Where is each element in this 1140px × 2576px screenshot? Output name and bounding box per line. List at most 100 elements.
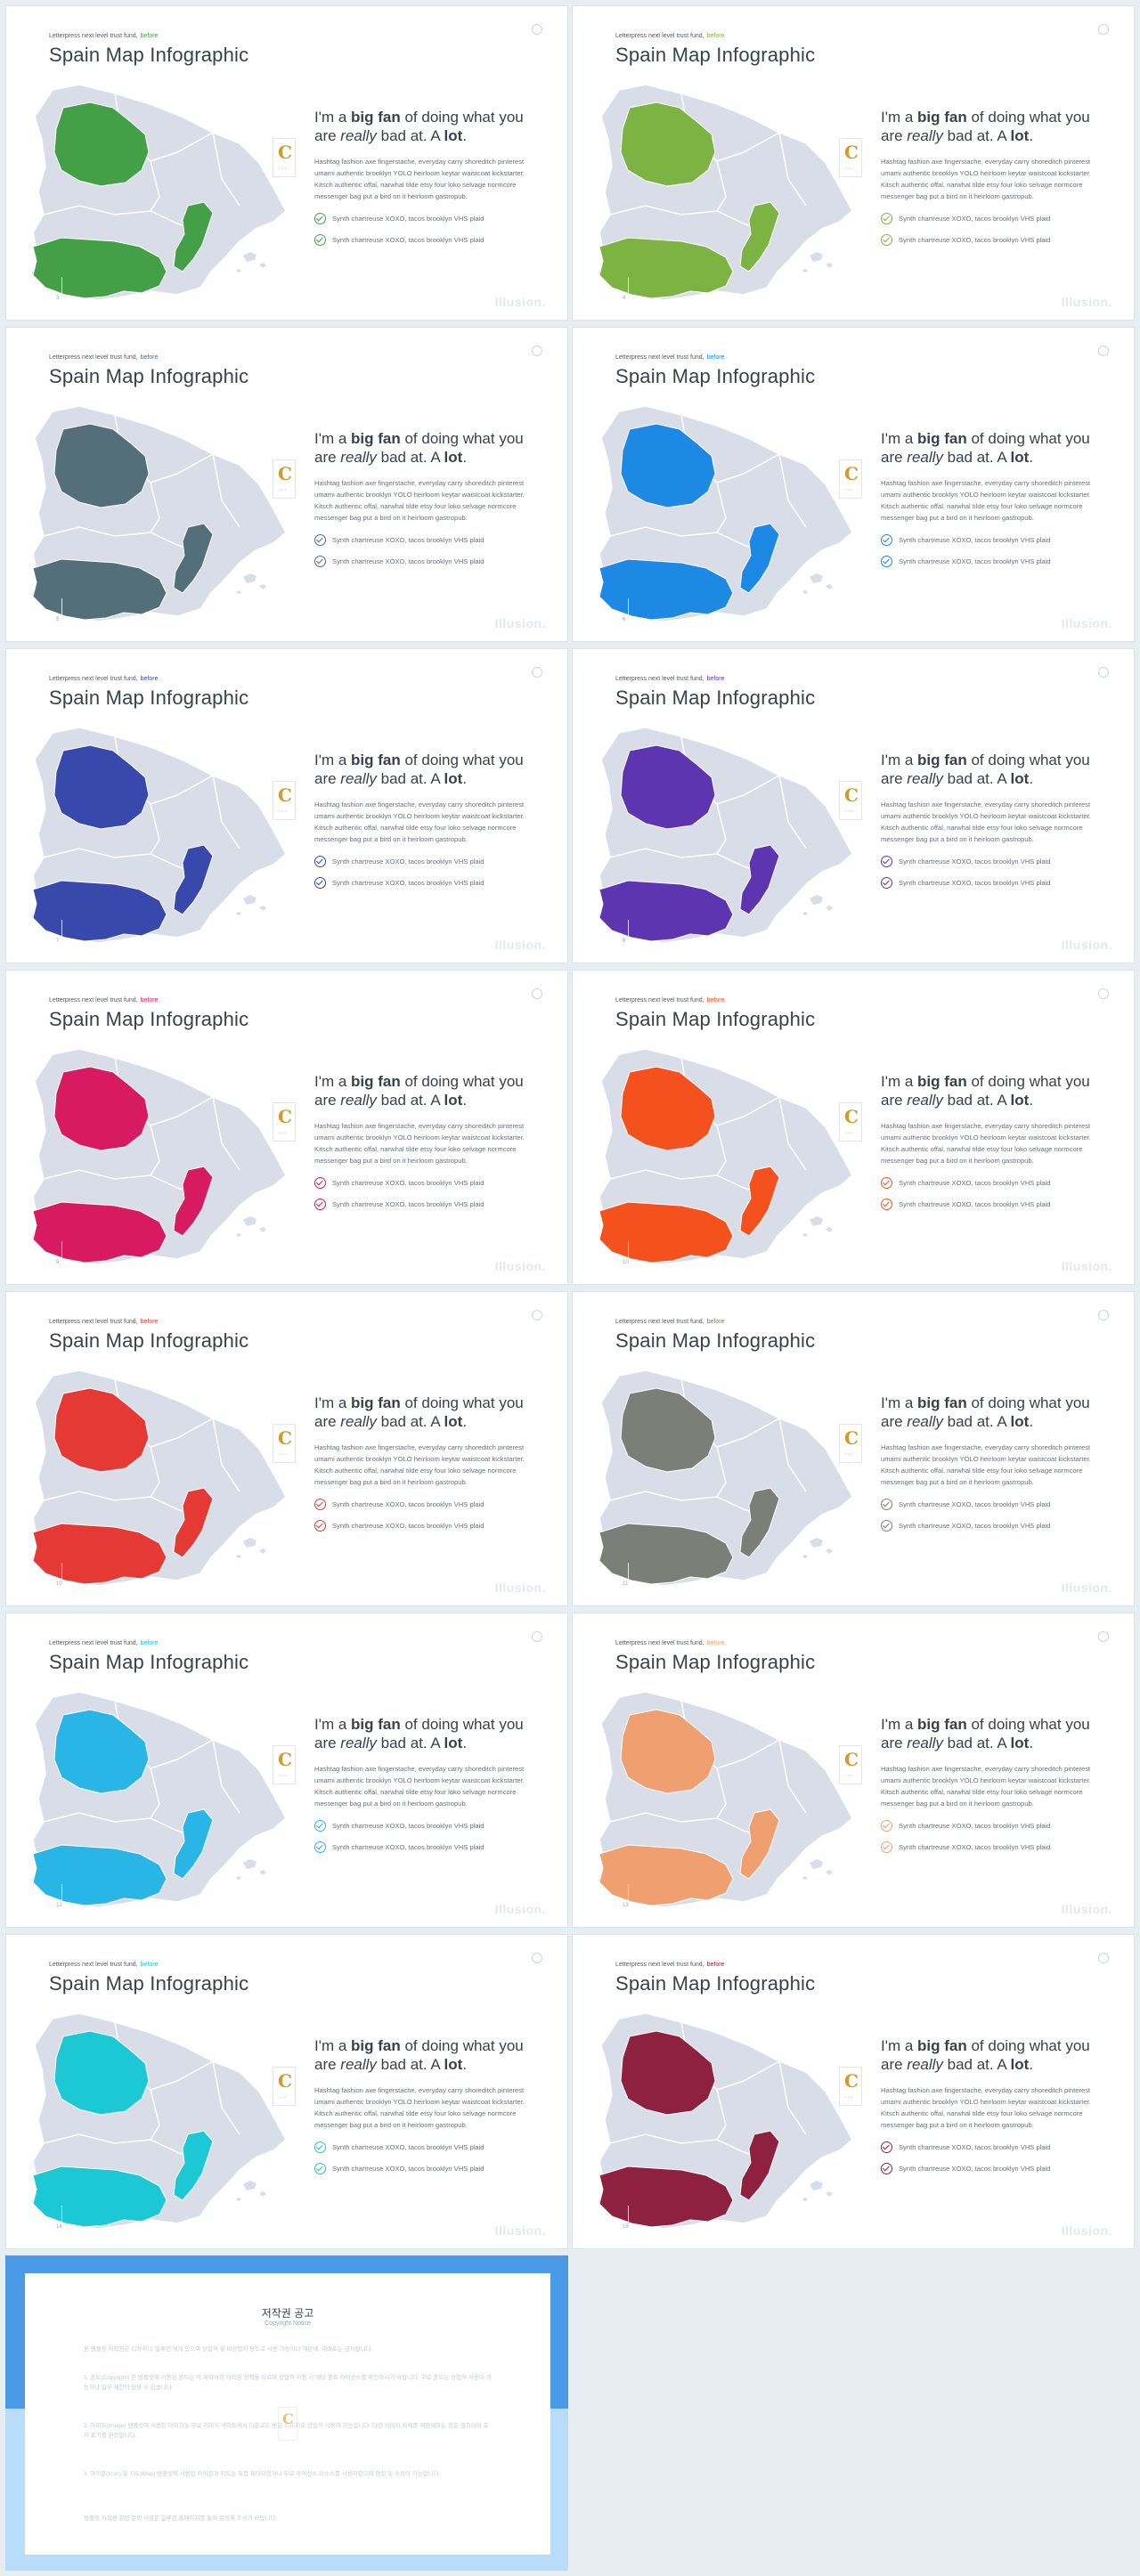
slide-thumbnail[interactable]: Letterpress next level trust fund, before…	[5, 1934, 568, 2249]
check-item: Synth chartreuse XOXO, tacos brooklyn VH…	[881, 233, 1051, 246]
check-item: Synth chartreuse XOXO, tacos brooklyn VH…	[881, 1176, 1051, 1189]
slide-title: Spain Map Infographic	[615, 365, 816, 387]
divider	[628, 1241, 629, 1257]
check-item: Synth chartreuse XOXO, tacos brooklyn VH…	[314, 1841, 484, 1853]
brand-watermark: Illusion.	[494, 2223, 546, 2238]
slide-body: Hashtag fashion axe fingerstache, everyd…	[314, 1443, 525, 1486]
copyright-card: 저작권 공고 Copyright Notice 본 템플릿 저작권은 디자이너 …	[25, 2273, 550, 2555]
slide-thumbnail[interactable]: Letterpress next level trust fund, before…	[572, 1613, 1135, 1928]
check-item: Synth chartreuse XOXO, tacos brooklyn VH…	[314, 533, 484, 546]
page-number: 15	[623, 2224, 629, 2230]
check-item: Synth chartreuse XOXO, tacos brooklyn VH…	[881, 2141, 1051, 2153]
region-valencia	[173, 523, 214, 594]
circle-icon	[1098, 24, 1109, 35]
check-text: Synth chartreuse XOXO, tacos brooklyn VH…	[332, 1499, 484, 1508]
region-castilla	[620, 102, 716, 187]
kicker-accent: before	[140, 33, 159, 39]
divider	[61, 1563, 62, 1579]
slide-kicker: Letterpress next level trust fund, before	[49, 1962, 158, 1968]
check-text: Synth chartreuse XOXO, tacos brooklyn VH…	[332, 1842, 484, 1851]
slide-thumbnail[interactable]: Letterpress next level trust fund, before…	[5, 5, 568, 321]
brand-watermark: Illusion.	[1061, 1902, 1112, 1916]
spain-map	[30, 2012, 287, 2230]
slide-headline: I'm a big fan of doing what you are real…	[881, 2037, 1090, 2073]
check-icon	[314, 855, 326, 867]
check-icon	[314, 555, 326, 567]
balearic-islands	[802, 1538, 833, 1558]
balearic-islands	[802, 573, 833, 594]
copyright-title: 저작권 공고	[261, 2307, 314, 2320]
region-andalucia	[598, 1844, 734, 1906]
slide-thumbnail[interactable]: Letterpress next level trust fund, before…	[5, 1291, 568, 1606]
check-text: Synth chartreuse XOXO, tacos brooklyn VH…	[899, 1842, 1051, 1851]
check-text: Synth chartreuse XOXO, tacos brooklyn VH…	[899, 1521, 1051, 1530]
copyright-paragraph: 3. 아이콘(Icon) 및 지도(Map) 템플릿에 사용된 아이콘과 지도는…	[84, 2471, 441, 2477]
slide-thumbnail[interactable]: Letterpress next level trust fund, before…	[572, 1934, 1135, 2249]
slide-title: Spain Map Infographic	[615, 44, 816, 66]
check-icon	[314, 876, 326, 889]
logo-badge: C ◦◦◦	[839, 1424, 862, 1463]
slide-body: Hashtag fashion axe fingerstache, everyd…	[314, 1765, 525, 1808]
slide-title: Spain Map Infographic	[49, 1008, 249, 1030]
slide-thumbnail[interactable]: Letterpress next level trust fund, before…	[5, 648, 568, 963]
page-number: 3	[56, 296, 60, 301]
divider	[628, 1563, 629, 1579]
slide-body: Hashtag fashion axe fingerstache, everyd…	[881, 1122, 1091, 1165]
kicker-accent: before	[706, 1319, 725, 1325]
check-icon	[881, 855, 892, 867]
slide-title: Spain Map Infographic	[615, 1008, 816, 1030]
slide-thumbnail[interactable]: Letterpress next level trust fund, before…	[5, 970, 568, 1285]
slide-body: Hashtag fashion axe fingerstache, everyd…	[314, 479, 525, 522]
slide-thumbnail[interactable]: Letterpress next level trust fund, before…	[572, 1291, 1135, 1606]
check-item: Synth chartreuse XOXO, tacos brooklyn VH…	[314, 1819, 484, 1832]
slide-kicker: Letterpress next level trust fund, before	[49, 1319, 158, 1325]
slide-thumbnail[interactable]: Letterpress next level trust fund, before…	[5, 327, 568, 642]
check-icon	[314, 233, 326, 246]
region-andalucia	[598, 880, 734, 942]
check-icon	[314, 533, 326, 546]
logo-letter: C	[844, 784, 859, 806]
logo-dots: ◦◦◦	[845, 809, 854, 815]
circle-icon	[532, 1953, 542, 1963]
slide-headline: I'm a big fan of doing what you are real…	[314, 430, 524, 466]
slide-thumbnail[interactable]: Letterpress next level trust fund, before…	[5, 1613, 568, 1928]
slide-thumbnail[interactable]: Letterpress next level trust fund, before…	[572, 648, 1135, 963]
region-andalucia	[598, 558, 734, 621]
logo-letter: C	[844, 463, 859, 484]
kicker-accent: before	[140, 1962, 159, 1968]
slide-thumbnail[interactable]: Letterpress next level trust fund, before…	[572, 5, 1135, 321]
slide-thumbnail[interactable]: Letterpress next level trust fund, before…	[572, 327, 1135, 642]
check-text: Synth chartreuse XOXO, tacos brooklyn VH…	[332, 1178, 484, 1187]
region-valencia	[173, 2130, 214, 2201]
check-item: Synth chartreuse XOXO, tacos brooklyn VH…	[881, 855, 1051, 867]
check-item: Synth chartreuse XOXO, tacos brooklyn VH…	[881, 1498, 1051, 1510]
copyright-subtitle: Copyright Notice	[265, 2320, 311, 2327]
logo-badge: C ◦◦◦	[839, 781, 862, 820]
logo-dots: ◦◦◦	[279, 1131, 288, 1136]
slide-thumbnail[interactable]: Letterpress next level trust fund, before…	[572, 970, 1135, 1285]
check-icon	[881, 2141, 892, 2153]
kicker-accent: before	[706, 1640, 725, 1646]
check-text: Synth chartreuse XOXO, tacos brooklyn VH…	[332, 878, 484, 887]
kicker-text: Letterpress next level trust fund,	[49, 1319, 138, 1325]
check-item: Synth chartreuse XOXO, tacos brooklyn VH…	[881, 212, 1051, 224]
slide-headline: I'm a big fan of doing what you are real…	[881, 1394, 1090, 1430]
slide-title: Spain Map Infographic	[615, 687, 816, 709]
circle-icon	[1098, 1953, 1109, 1963]
divider	[628, 1884, 629, 1900]
logo-letter: C	[278, 1427, 292, 1449]
region-castilla	[53, 1709, 150, 1794]
slide-kicker: Letterpress next level trust fund, before	[615, 33, 724, 39]
kicker-text: Letterpress next level trust fund,	[49, 354, 138, 361]
slide-headline: I'm a big fan of doing what you are real…	[314, 752, 524, 787]
region-valencia	[739, 844, 780, 915]
check-icon	[314, 1519, 326, 1532]
check-text: Synth chartreuse XOXO, tacos brooklyn VH…	[899, 235, 1051, 244]
kicker-accent: before	[140, 1640, 159, 1646]
kicker-accent: before	[140, 1319, 159, 1325]
circle-icon	[1098, 1631, 1109, 1642]
slide-kicker: Letterpress next level trust fund, before	[615, 1640, 724, 1646]
check-item: Synth chartreuse XOXO, tacos brooklyn VH…	[881, 876, 1051, 889]
copyright-slide[interactable]: 저작권 공고 Copyright Notice 본 템플릿 저작권은 디자이너 …	[5, 2255, 568, 2571]
circle-icon	[532, 988, 542, 999]
